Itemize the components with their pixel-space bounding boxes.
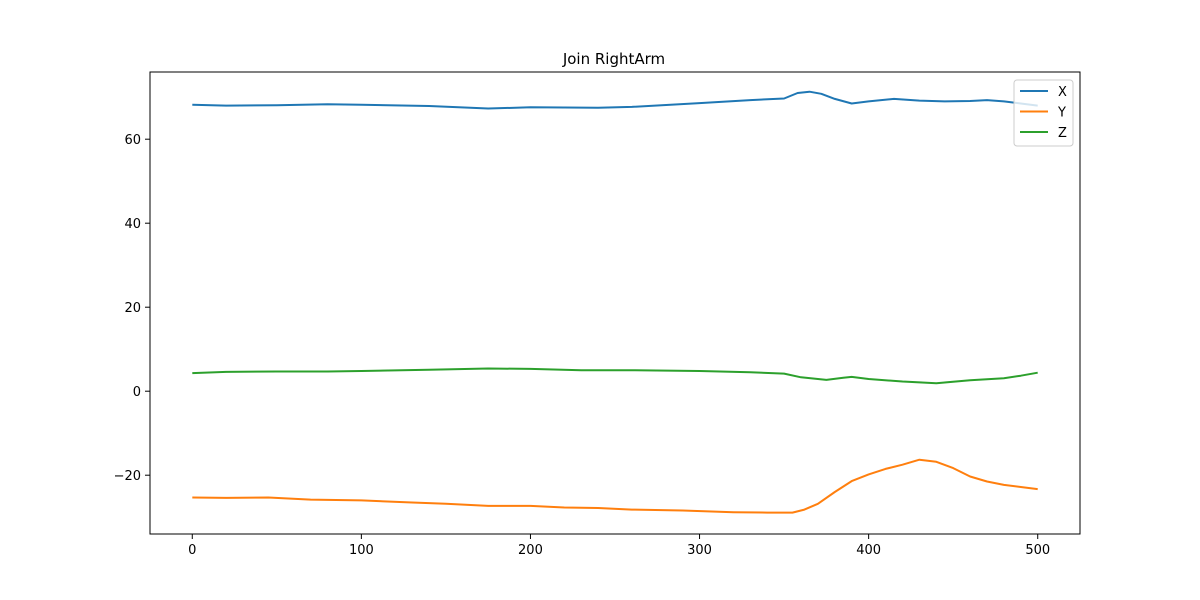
legend-label-y: Y	[1057, 106, 1066, 121]
y-tick-label: −20	[114, 469, 141, 484]
legend-box	[1013, 79, 1074, 147]
x-tick-label: 100	[349, 543, 374, 558]
legend: XYZ	[1013, 79, 1074, 147]
axes-frame	[149, 71, 1081, 535]
x-tick-label: 400	[856, 543, 881, 558]
y-tick-label: 60	[124, 133, 141, 148]
series-line-x	[192, 90, 1038, 110]
y-tick-label: 20	[124, 301, 141, 316]
x-tick-label: 300	[687, 543, 712, 558]
plot-area	[192, 90, 1038, 514]
y-tick-label: 40	[124, 217, 141, 232]
series-line-z	[192, 367, 1038, 385]
x-tick-label: 200	[518, 543, 543, 558]
axes: 0 100 200 300 400 500 −20 0 20 40 60	[114, 71, 1081, 558]
series-line-y	[192, 458, 1038, 514]
legend-label-z: Z	[1058, 126, 1067, 141]
legend-label-x: X	[1058, 85, 1067, 100]
chart-title: Join RightArm	[562, 50, 665, 68]
x-tick-label: 0	[188, 543, 196, 558]
x-tick-label: 500	[1025, 543, 1050, 558]
y-tick-label: 0	[133, 385, 141, 400]
